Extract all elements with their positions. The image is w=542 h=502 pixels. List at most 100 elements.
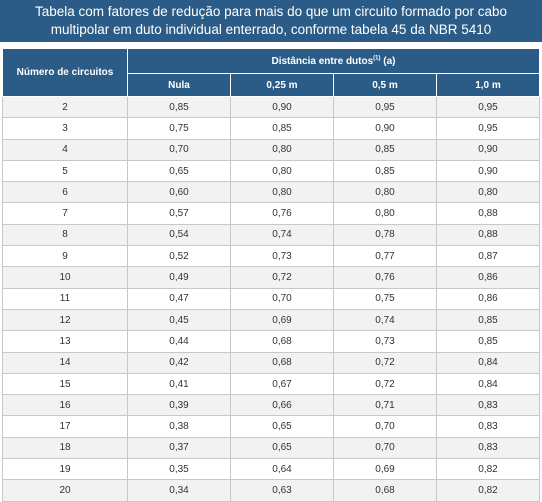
dist-05-cell: 0,74 (333, 308, 437, 332)
circuits-cell: 11 (2, 287, 128, 310)
dist-025-cell: 0,65 (230, 415, 334, 438)
table-row: 4 0,70 0,80 0,85 0,90 (2, 138, 540, 161)
dist-05-cell: 0,72 (333, 351, 437, 374)
dist-025-cell: 0,76 (230, 202, 334, 225)
table-row: 15 0,41 0,67 0,72 0,84 (2, 372, 540, 396)
dist-025-cell: 0,68 (230, 330, 334, 353)
table-row: 9 0,52 0,73 0,77 0,87 (2, 245, 540, 268)
dist-10-cell: 0,83 (436, 394, 540, 417)
circuits-cell: 9 (2, 245, 128, 268)
dist-05-cell: 0,80 (333, 181, 437, 204)
dist-025-cell: 0,80 (230, 159, 334, 183)
dist-10-cell: 0,95 (436, 117, 540, 140)
table-row: 12 0,45 0,69 0,74 0,85 (2, 308, 540, 332)
dist-10-cell: 0,82 (436, 479, 540, 502)
table-row: 20 0,34 0,63 0,68 0,82 (2, 479, 540, 502)
circuits-cell: 14 (2, 351, 128, 374)
circuits-cell: 13 (2, 330, 128, 353)
dist-10-cell: 0,84 (436, 351, 540, 374)
dist-05-cell: 0,85 (333, 159, 437, 183)
nula-cell: 0,47 (127, 287, 231, 310)
dist-05-cell: 0,69 (333, 458, 437, 481)
dist-10-cell: 0,83 (436, 436, 540, 460)
dist-05-cell: 0,73 (333, 330, 437, 353)
dist-05-cell: 0,76 (333, 266, 437, 289)
circuits-cell: 8 (2, 223, 128, 247)
dist-10-cell: 0,85 (436, 330, 540, 353)
circuits-cell: 10 (2, 266, 128, 289)
nula-cell: 0,38 (127, 415, 231, 438)
header-number-of-circuits: Número de circuitos (2, 48, 128, 97)
dist-025-cell: 0,70 (230, 287, 334, 310)
dist-10-cell: 0,88 (436, 223, 540, 247)
header-distance-suffix: (a) (380, 55, 396, 67)
dist-025-cell: 0,63 (230, 479, 334, 502)
header-distance-footnote: (1) (373, 55, 381, 62)
table-row: 14 0,42 0,68 0,72 0,84 (2, 351, 540, 374)
dist-10-cell: 0,84 (436, 372, 540, 396)
dist-05-cell: 0,85 (333, 138, 437, 161)
dist-10-cell: 0,88 (436, 202, 540, 225)
dist-05-cell: 0,77 (333, 245, 437, 268)
nula-cell: 0,42 (127, 351, 231, 374)
table-row: 16 0,39 0,66 0,71 0,83 (2, 394, 540, 417)
table-row: 17 0,38 0,65 0,70 0,83 (2, 415, 540, 438)
circuits-cell: 7 (2, 202, 128, 225)
table-row: 6 0,60 0,80 0,80 0,80 (2, 181, 540, 204)
circuits-cell: 15 (2, 372, 128, 396)
dist-025-cell: 0,90 (230, 95, 334, 119)
dist-10-cell: 0,85 (436, 308, 540, 332)
dist-025-cell: 0,85 (230, 117, 334, 140)
dist-10-cell: 0,86 (436, 287, 540, 310)
circuits-cell: 17 (2, 415, 128, 438)
table-body: 2 0,85 0,90 0,95 0,95 3 0,75 0,85 0,90 0,95 4 0,70 0… (2, 95, 540, 502)
dist-025-cell: 0,65 (230, 436, 334, 460)
circuits-cell: 2 (2, 95, 128, 119)
dist-025-cell: 0,80 (230, 181, 334, 204)
nula-cell: 0,35 (127, 458, 231, 481)
nula-cell: 0,75 (127, 117, 231, 140)
table-title: Tabela com fatores de redução para mais … (0, 0, 542, 42)
dist-025-cell: 0,67 (230, 372, 334, 396)
nula-cell: 0,41 (127, 372, 231, 396)
dist-05-cell: 0,70 (333, 436, 437, 460)
table-row: 10 0,49 0,72 0,76 0,86 (2, 266, 540, 289)
dist-025-cell: 0,69 (230, 308, 334, 332)
dist-025-cell: 0,73 (230, 245, 334, 268)
column-header-0-25m: 0,25 m (230, 73, 334, 97)
dist-05-cell: 0,68 (333, 479, 437, 502)
nula-cell: 0,60 (127, 181, 231, 204)
column-header-0-5m: 0,5 m (333, 73, 437, 97)
nula-cell: 0,34 (127, 479, 231, 502)
dist-10-cell: 0,82 (436, 458, 540, 481)
circuits-cell: 12 (2, 308, 128, 332)
dist-10-cell: 0,83 (436, 415, 540, 438)
table-row: 18 0,37 0,65 0,70 0,83 (2, 436, 540, 460)
nula-cell: 0,52 (127, 245, 231, 268)
circuits-cell: 20 (2, 479, 128, 502)
dist-10-cell: 0,95 (436, 95, 540, 119)
nula-cell: 0,45 (127, 308, 231, 332)
dist-025-cell: 0,66 (230, 394, 334, 417)
circuits-cell: 4 (2, 138, 128, 161)
dist-05-cell: 0,80 (333, 202, 437, 225)
dist-05-cell: 0,90 (333, 117, 437, 140)
dist-05-cell: 0,75 (333, 287, 437, 310)
circuits-cell: 18 (2, 436, 128, 460)
dist-025-cell: 0,74 (230, 223, 334, 247)
dist-025-cell: 0,80 (230, 138, 334, 161)
circuits-cell: 3 (2, 117, 128, 140)
title-line-1: Tabela com fatores de redução para mais … (34, 4, 507, 19)
nula-cell: 0,54 (127, 223, 231, 247)
table-row: 13 0,44 0,68 0,73 0,85 (2, 330, 540, 353)
circuits-cell: 5 (2, 159, 128, 183)
dist-05-cell: 0,95 (333, 95, 437, 119)
dist-025-cell: 0,68 (230, 351, 334, 374)
table-row: 2 0,85 0,90 0,95 0,95 (2, 95, 540, 119)
dist-025-cell: 0,64 (230, 458, 334, 481)
dist-10-cell: 0,90 (436, 138, 540, 161)
dist-10-cell: 0,87 (436, 245, 540, 268)
dist-10-cell: 0,90 (436, 159, 540, 183)
nula-cell: 0,57 (127, 202, 231, 225)
circuits-cell: 19 (2, 458, 128, 481)
